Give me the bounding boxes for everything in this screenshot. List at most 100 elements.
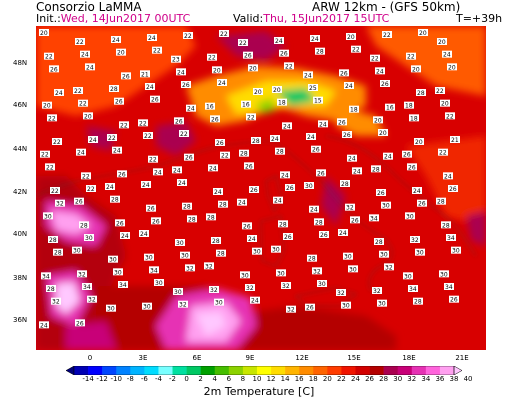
station-label-bg bbox=[406, 52, 416, 60]
station-value: 22 bbox=[239, 40, 247, 47]
station-value: 22 bbox=[79, 101, 87, 108]
station-value: 28 bbox=[315, 219, 323, 226]
station-label-bg bbox=[139, 230, 149, 237]
station-value: 24 bbox=[121, 233, 129, 240]
station-label-bg bbox=[121, 72, 131, 80]
station-value: 20 bbox=[43, 103, 51, 110]
station-value: 26 bbox=[418, 201, 426, 208]
station-label-bg bbox=[79, 221, 89, 229]
station-value: 26 bbox=[243, 223, 251, 230]
colorbar-swatch bbox=[425, 366, 441, 375]
station-label-bg bbox=[243, 51, 253, 59]
station-value: 28 bbox=[110, 86, 118, 93]
station-value: 24 bbox=[142, 182, 150, 189]
station-label-bg bbox=[380, 80, 390, 87]
station-value: 22 bbox=[51, 188, 59, 195]
station-label-bg bbox=[442, 50, 452, 58]
station-label-bg bbox=[315, 47, 325, 55]
station-value: 32 bbox=[186, 265, 194, 272]
station-value: 26 bbox=[403, 152, 411, 159]
station-label-bg bbox=[144, 253, 154, 261]
station-label-bg bbox=[205, 102, 215, 110]
station-value: 30 bbox=[305, 183, 313, 190]
station-label-bg bbox=[350, 216, 360, 224]
colorbar-tick-label: 26 bbox=[365, 375, 375, 383]
station-value: 30 bbox=[241, 272, 249, 279]
station-value: 34 bbox=[119, 282, 127, 289]
station-label-bg bbox=[209, 286, 219, 293]
station-label-bg bbox=[249, 186, 259, 193]
init-time: Init.:Wed, 14Jun2017 00UTC bbox=[36, 13, 190, 25]
station-value: 32 bbox=[287, 307, 295, 314]
station-label-bg bbox=[286, 305, 296, 313]
colorbar-tick-label: -12 bbox=[96, 375, 108, 383]
station-value: 22 bbox=[371, 56, 379, 63]
station-value: 26 bbox=[320, 232, 328, 239]
station-value: 16 bbox=[386, 105, 394, 112]
station-label-bg bbox=[314, 218, 324, 226]
colorbar-max-arrow bbox=[453, 366, 462, 375]
station-labels: 20 22 24 24 22 22 22 24 24 20 22 20 20 22 24 20 22 23 22 26… bbox=[39, 29, 461, 329]
station-label-bg bbox=[378, 129, 388, 136]
station-value: 28 bbox=[341, 181, 349, 188]
station-label-bg bbox=[345, 203, 355, 211]
station-label-bg bbox=[75, 38, 85, 45]
station-value: 24 bbox=[319, 121, 327, 128]
station-label-bg bbox=[111, 36, 121, 43]
lat-label: 36N bbox=[13, 316, 28, 324]
station-label-bg bbox=[283, 233, 293, 240]
colorbar-swatch bbox=[341, 366, 356, 375]
station-label-bg bbox=[272, 86, 282, 93]
station-value: 32 bbox=[56, 201, 64, 208]
station-label-bg bbox=[439, 270, 449, 278]
station-value: 18 bbox=[405, 103, 413, 110]
station-value: 24 bbox=[89, 137, 97, 144]
station-value: 30 bbox=[440, 271, 448, 278]
station-label-bg bbox=[85, 63, 95, 71]
station-value: 26 bbox=[312, 147, 320, 154]
station-label-bg bbox=[208, 164, 218, 172]
station-value: 25 bbox=[309, 85, 317, 92]
station-value: 30 bbox=[416, 250, 424, 257]
station-value: 16 bbox=[206, 104, 214, 111]
station-value: 28 bbox=[372, 166, 380, 173]
station-value: 32 bbox=[373, 288, 381, 295]
station-value: 30 bbox=[272, 247, 280, 254]
station-value: 24 bbox=[310, 207, 318, 214]
station-label-bg bbox=[176, 68, 186, 76]
station-label-bg bbox=[184, 153, 194, 161]
colorbar-tick-label: 12 bbox=[266, 375, 276, 383]
colorbar-tick-label: -10 bbox=[110, 375, 122, 383]
forecast-step: T=+39h bbox=[456, 12, 503, 25]
station-value: 28 bbox=[47, 286, 55, 293]
station-label-bg bbox=[145, 83, 155, 90]
station-label-bg bbox=[311, 145, 321, 153]
station-value: 30 bbox=[176, 240, 184, 247]
station-value: 30 bbox=[107, 306, 115, 313]
init-value: Wed, 14Jun2017 00UTC bbox=[60, 12, 191, 25]
station-value: 30 bbox=[174, 289, 182, 296]
station-value: 30 bbox=[349, 266, 357, 273]
station-label-bg bbox=[149, 266, 159, 274]
station-value: 24 bbox=[275, 38, 283, 45]
station-value: 24 bbox=[339, 230, 347, 237]
station-label-bg bbox=[273, 196, 283, 204]
station-label-bg bbox=[445, 112, 455, 120]
station-label-bg bbox=[338, 229, 348, 236]
station-value: 24 bbox=[178, 180, 186, 187]
lon-label: 15E bbox=[347, 354, 361, 362]
station-label-bg bbox=[210, 115, 220, 123]
station-value: 20 bbox=[117, 50, 125, 57]
lon-label: 18E bbox=[402, 354, 416, 362]
station-value: 20 bbox=[213, 67, 221, 74]
station-value: 24 bbox=[304, 72, 312, 79]
station-label-bg bbox=[337, 118, 347, 126]
colorbar-swatch bbox=[186, 366, 201, 375]
station-label-bg bbox=[280, 171, 290, 179]
station-label-bg bbox=[109, 85, 119, 92]
station-value: 22 bbox=[139, 120, 147, 127]
station-value: 28 bbox=[414, 299, 422, 306]
station-value: 24 bbox=[311, 36, 319, 43]
station-value: 22 bbox=[76, 39, 84, 46]
station-value: 26 bbox=[280, 51, 288, 58]
